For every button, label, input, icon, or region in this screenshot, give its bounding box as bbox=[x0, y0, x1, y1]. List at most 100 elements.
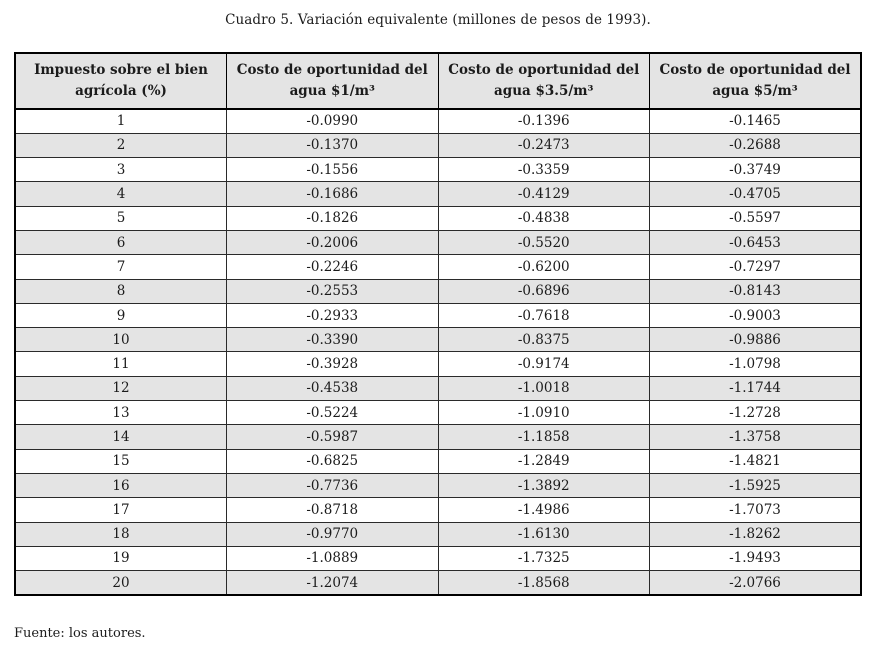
table-row: 9 -0.2933 -0.7618 -0.9003 bbox=[14, 302, 862, 329]
column-header-line: Costo de oportunidad del bbox=[659, 62, 851, 79]
table-row: 11 -0.3928 -0.9174 -1.0798 bbox=[14, 351, 862, 377]
tax-rate-cell: 10 bbox=[14, 327, 227, 353]
tax-rate-cell: 2 bbox=[14, 132, 227, 159]
value-cell: -0.6825 bbox=[226, 448, 439, 474]
value-cell: -1.6130 bbox=[437, 521, 650, 547]
tax-rate-cell: 18 bbox=[14, 521, 227, 547]
tax-rate-cell: 8 bbox=[14, 278, 227, 304]
value-cell: -0.7297 bbox=[649, 254, 862, 280]
value-cell: -1.1858 bbox=[437, 424, 650, 450]
table-row: 8 -0.2553 -0.6896 -0.8143 bbox=[14, 278, 862, 304]
value-cell: -1.0910 bbox=[437, 400, 650, 426]
column-header-tax: Impuesto sobre el bien agrícola (%) bbox=[14, 52, 227, 110]
source-note: Fuente: los autores. bbox=[14, 626, 146, 641]
value-cell: -1.4821 bbox=[649, 448, 862, 474]
tax-rate-cell: 12 bbox=[14, 375, 227, 402]
value-cell: -0.2688 bbox=[649, 132, 862, 159]
column-header-cost-3-5: Costo de oportunidad del agua $3.5/m³ bbox=[437, 52, 650, 110]
tax-rate-cell: 14 bbox=[14, 424, 227, 450]
tax-rate-cell: 15 bbox=[14, 448, 227, 474]
tax-rate-cell: 16 bbox=[14, 472, 227, 499]
value-cell: -0.2006 bbox=[226, 229, 439, 256]
table-row: 17 -0.8718 -1.4986 -1.7073 bbox=[14, 497, 862, 523]
value-cell: -1.1744 bbox=[649, 375, 862, 402]
value-cell: -0.2553 bbox=[226, 278, 439, 304]
table-row: 1 -0.0990 -0.1396 -0.1465 bbox=[14, 108, 862, 134]
tax-rate-cell: 5 bbox=[14, 205, 227, 231]
column-header-cost-5: Costo de oportunidad del agua $5/m³ bbox=[649, 52, 862, 110]
tax-rate-cell: 4 bbox=[14, 181, 227, 207]
value-cell: -1.9493 bbox=[649, 545, 862, 572]
column-header-line: Costo de oportunidad del bbox=[448, 62, 640, 79]
tax-rate-cell: 19 bbox=[14, 545, 227, 572]
table-row: 2 -0.1370 -0.2473 -0.2688 bbox=[14, 132, 862, 159]
value-cell: -0.2933 bbox=[226, 302, 439, 329]
value-cell: -0.4705 bbox=[649, 181, 862, 207]
tax-rate-cell: 11 bbox=[14, 351, 227, 377]
value-cell: -1.2849 bbox=[437, 448, 650, 474]
value-cell: -0.6200 bbox=[437, 254, 650, 280]
value-cell: -0.7618 bbox=[437, 302, 650, 329]
value-cell: -0.2473 bbox=[437, 132, 650, 159]
table-row: 13 -0.5224 -1.0910 -1.2728 bbox=[14, 400, 862, 426]
table-row: 19 -1.0889 -1.7325 -1.9493 bbox=[14, 545, 862, 572]
column-header-line: agua $3.5/m³ bbox=[494, 83, 594, 99]
header-row: Impuesto sobre el bien agrícola (%) Costo… bbox=[14, 52, 862, 110]
value-cell: -0.8718 bbox=[226, 497, 439, 523]
value-cell: -0.3359 bbox=[437, 157, 650, 183]
column-header-line: agua $5/m³ bbox=[712, 83, 798, 99]
table-body: 1 -0.0990 -0.1396 -0.1465 2 -0.1370 -0.2473 -0.… bbox=[14, 108, 862, 596]
table-title: Cuadro 5. Variación equivalente (millone… bbox=[225, 12, 651, 28]
table-row: 15 -0.6825 -1.2849 -1.4821 bbox=[14, 448, 862, 474]
value-cell: -0.9003 bbox=[649, 302, 862, 329]
column-header-line: agua $1/m³ bbox=[289, 83, 375, 99]
value-cell: -0.9770 bbox=[226, 521, 439, 547]
value-cell: -1.0018 bbox=[437, 375, 650, 402]
value-cell: -2.0766 bbox=[649, 570, 862, 596]
table-row: 20 -1.2074 -1.8568 -2.0766 bbox=[14, 570, 862, 596]
value-cell: -0.8143 bbox=[649, 278, 862, 304]
value-cell: -1.7325 bbox=[437, 545, 650, 572]
data-table: Impuesto sobre el bien agrícola (%) Costo… bbox=[14, 52, 862, 596]
tax-rate-cell: 20 bbox=[14, 570, 227, 596]
value-cell: -0.4838 bbox=[437, 205, 650, 231]
value-cell: -0.1686 bbox=[226, 181, 439, 207]
value-cell: -0.5987 bbox=[226, 424, 439, 450]
table-row: 5 -0.1826 -0.4838 -0.5597 bbox=[14, 205, 862, 231]
table-row: 7 -0.2246 -0.6200 -0.7297 bbox=[14, 254, 862, 280]
value-cell: -0.1556 bbox=[226, 157, 439, 183]
tax-rate-cell: 13 bbox=[14, 400, 227, 426]
value-cell: -0.1465 bbox=[649, 108, 862, 134]
value-cell: -0.7736 bbox=[226, 472, 439, 499]
value-cell: -0.4538 bbox=[226, 375, 439, 402]
value-cell: -0.1826 bbox=[226, 205, 439, 231]
table-row: 12 -0.4538 -1.0018 -1.1744 bbox=[14, 375, 862, 402]
value-cell: -0.6896 bbox=[437, 278, 650, 304]
value-cell: -0.2246 bbox=[226, 254, 439, 280]
table-header: Impuesto sobre el bien agrícola (%) Costo… bbox=[14, 52, 862, 110]
column-header-line: agrícola (%) bbox=[75, 83, 167, 99]
value-cell: -0.1370 bbox=[226, 132, 439, 159]
value-cell: -0.1396 bbox=[437, 108, 650, 134]
value-cell: -0.5597 bbox=[649, 205, 862, 231]
tax-rate-cell: 7 bbox=[14, 254, 227, 280]
value-cell: -1.2074 bbox=[226, 570, 439, 596]
column-header-line: Impuesto sobre el bien bbox=[34, 62, 208, 79]
tax-rate-cell: 1 bbox=[14, 108, 227, 134]
value-cell: -0.3390 bbox=[226, 327, 439, 353]
value-cell: -0.8375 bbox=[437, 327, 650, 353]
column-header-cost-1: Costo de oportunidad del agua $1/m³ bbox=[226, 52, 439, 110]
table-row: 3 -0.1556 -0.3359 -0.3749 bbox=[14, 157, 862, 183]
value-cell: -1.7073 bbox=[649, 497, 862, 523]
table-row: 14 -0.5987 -1.1858 -1.3758 bbox=[14, 424, 862, 450]
value-cell: -0.9174 bbox=[437, 351, 650, 377]
table-row: 18 -0.9770 -1.6130 -1.8262 bbox=[14, 521, 862, 547]
tax-rate-cell: 6 bbox=[14, 229, 227, 256]
column-header-line: Costo de oportunidad del bbox=[236, 62, 428, 79]
value-cell: -0.9886 bbox=[649, 327, 862, 353]
value-cell: -0.5520 bbox=[437, 229, 650, 256]
tax-rate-cell: 3 bbox=[14, 157, 227, 183]
table-row: 6 -0.2006 -0.5520 -0.6453 bbox=[14, 229, 862, 256]
value-cell: -0.4129 bbox=[437, 181, 650, 207]
